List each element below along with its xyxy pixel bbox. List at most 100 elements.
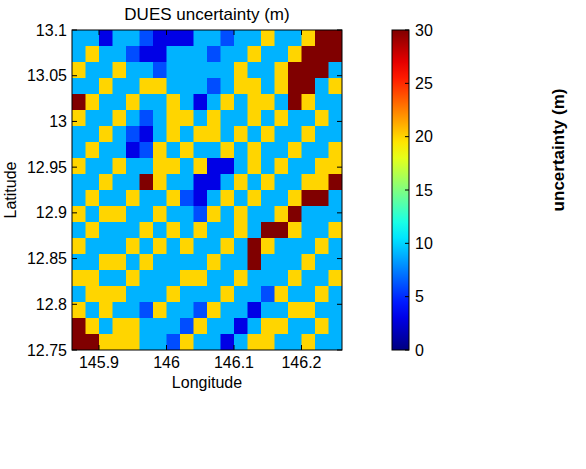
cell	[329, 190, 343, 207]
cell	[207, 78, 221, 95]
y-tick-label: 13.05	[27, 67, 67, 84]
cell	[329, 238, 343, 255]
cell	[126, 206, 140, 223]
cell	[167, 318, 181, 335]
cell	[288, 318, 302, 335]
cell	[113, 334, 127, 350]
cell	[221, 94, 235, 111]
cell	[113, 110, 127, 127]
colorbar-tick-label: 30	[415, 22, 433, 39]
cell	[153, 126, 167, 143]
cell	[234, 110, 248, 127]
cell	[315, 62, 329, 79]
cell	[288, 30, 302, 47]
cell	[153, 110, 167, 127]
cell	[207, 286, 221, 303]
cell	[207, 254, 221, 271]
cell	[315, 174, 329, 191]
cell	[315, 46, 329, 63]
cell	[153, 334, 167, 350]
cell	[221, 318, 235, 335]
cell	[234, 78, 248, 95]
cell	[248, 270, 262, 287]
cell	[72, 78, 86, 95]
cell	[302, 238, 316, 255]
cell	[275, 158, 289, 175]
cell	[261, 174, 275, 191]
cell	[275, 110, 289, 127]
cell	[275, 94, 289, 111]
cell	[180, 286, 194, 303]
cell	[221, 190, 235, 207]
cell	[126, 318, 140, 335]
cell	[275, 270, 289, 287]
y-tick-label: 12.8	[36, 296, 67, 313]
cell	[86, 126, 100, 143]
cell	[275, 302, 289, 319]
cell	[261, 270, 275, 287]
cell	[315, 94, 329, 111]
cell	[194, 238, 208, 255]
x-tick-label: 145.9	[79, 354, 119, 371]
cell	[261, 126, 275, 143]
cell	[248, 30, 262, 47]
cell	[113, 174, 127, 191]
cell	[180, 190, 194, 207]
cell	[86, 142, 100, 159]
cell	[153, 222, 167, 239]
y-tick	[72, 121, 77, 122]
cell	[261, 318, 275, 335]
cell	[180, 334, 194, 350]
cell	[99, 302, 113, 319]
cell	[248, 158, 262, 175]
cell	[234, 334, 248, 350]
cell	[221, 254, 235, 271]
cell	[113, 270, 127, 287]
cell	[99, 174, 113, 191]
cell	[180, 126, 194, 143]
cell	[72, 62, 86, 79]
cell	[302, 254, 316, 271]
cell	[207, 206, 221, 223]
cell	[99, 30, 113, 47]
cell	[261, 206, 275, 223]
cell	[86, 174, 100, 191]
cell	[261, 190, 275, 207]
cell	[234, 174, 248, 191]
cell	[302, 110, 316, 127]
y-tick-label: 12.75	[27, 342, 67, 359]
cell	[180, 318, 194, 335]
cell	[275, 78, 289, 95]
cell	[72, 142, 86, 159]
cell	[234, 46, 248, 63]
cell	[167, 46, 181, 63]
cell	[167, 238, 181, 255]
cell	[167, 126, 181, 143]
cell	[248, 254, 262, 271]
cell	[275, 334, 289, 350]
cell	[194, 142, 208, 159]
cell	[194, 302, 208, 319]
cell	[86, 62, 100, 79]
cell	[207, 238, 221, 255]
cell	[221, 62, 235, 79]
cell	[72, 286, 86, 303]
cell	[329, 254, 343, 271]
cell	[126, 190, 140, 207]
cell	[99, 190, 113, 207]
cell	[288, 190, 302, 207]
cell	[288, 334, 302, 350]
x-tick	[234, 30, 235, 35]
colorbar-tick-label: 5	[415, 288, 424, 305]
cell	[275, 46, 289, 63]
cell	[72, 174, 86, 191]
cell	[126, 286, 140, 303]
cell	[180, 238, 194, 255]
cell	[248, 190, 262, 207]
cell	[315, 286, 329, 303]
colorbar-label: uncertainty (m)	[549, 89, 568, 212]
cell	[288, 270, 302, 287]
cell	[72, 302, 86, 319]
y-tick	[337, 30, 342, 31]
cell	[194, 126, 208, 143]
